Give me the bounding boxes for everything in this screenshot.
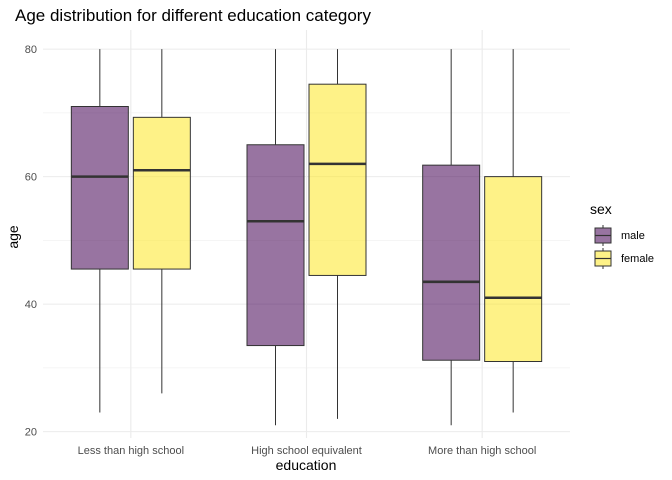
legend: sex male female [590, 201, 654, 269]
x-tick-label: High school equivalent [251, 445, 362, 457]
box-rect [422, 164, 481, 361]
box-rect [132, 116, 191, 270]
box-male-1 [246, 49, 305, 426]
legend-label-male: male [621, 230, 645, 242]
legend-label-female: female [621, 253, 654, 265]
chart-title: Age distribution for different education… [15, 6, 371, 25]
box-male-0 [70, 49, 129, 413]
box-female-1 [308, 49, 367, 419]
y-axis-ticks: 20 40 60 80 [25, 44, 37, 439]
x-tick-label: Less than high school [78, 445, 184, 457]
box-rect [246, 144, 305, 347]
box-male-2 [422, 49, 481, 426]
box-female-2 [484, 49, 543, 413]
box-rect [484, 176, 543, 362]
y-tick-label: 40 [25, 299, 37, 311]
y-tick-label: 20 [25, 427, 37, 439]
x-axis-ticks: Less than high school High school equival… [78, 445, 537, 457]
legend-title: sex [590, 201, 612, 217]
y-axis-title: age [5, 225, 21, 249]
box-group [70, 49, 543, 426]
y-tick-label: 80 [25, 44, 37, 56]
box-rect [308, 83, 367, 276]
grid-lines [43, 30, 570, 438]
y-tick-label: 60 [25, 172, 37, 184]
x-tick-label: More than high school [428, 445, 536, 457]
x-axis-title: education [276, 457, 337, 473]
box-rect [70, 106, 129, 270]
box-female-0 [132, 49, 191, 394]
